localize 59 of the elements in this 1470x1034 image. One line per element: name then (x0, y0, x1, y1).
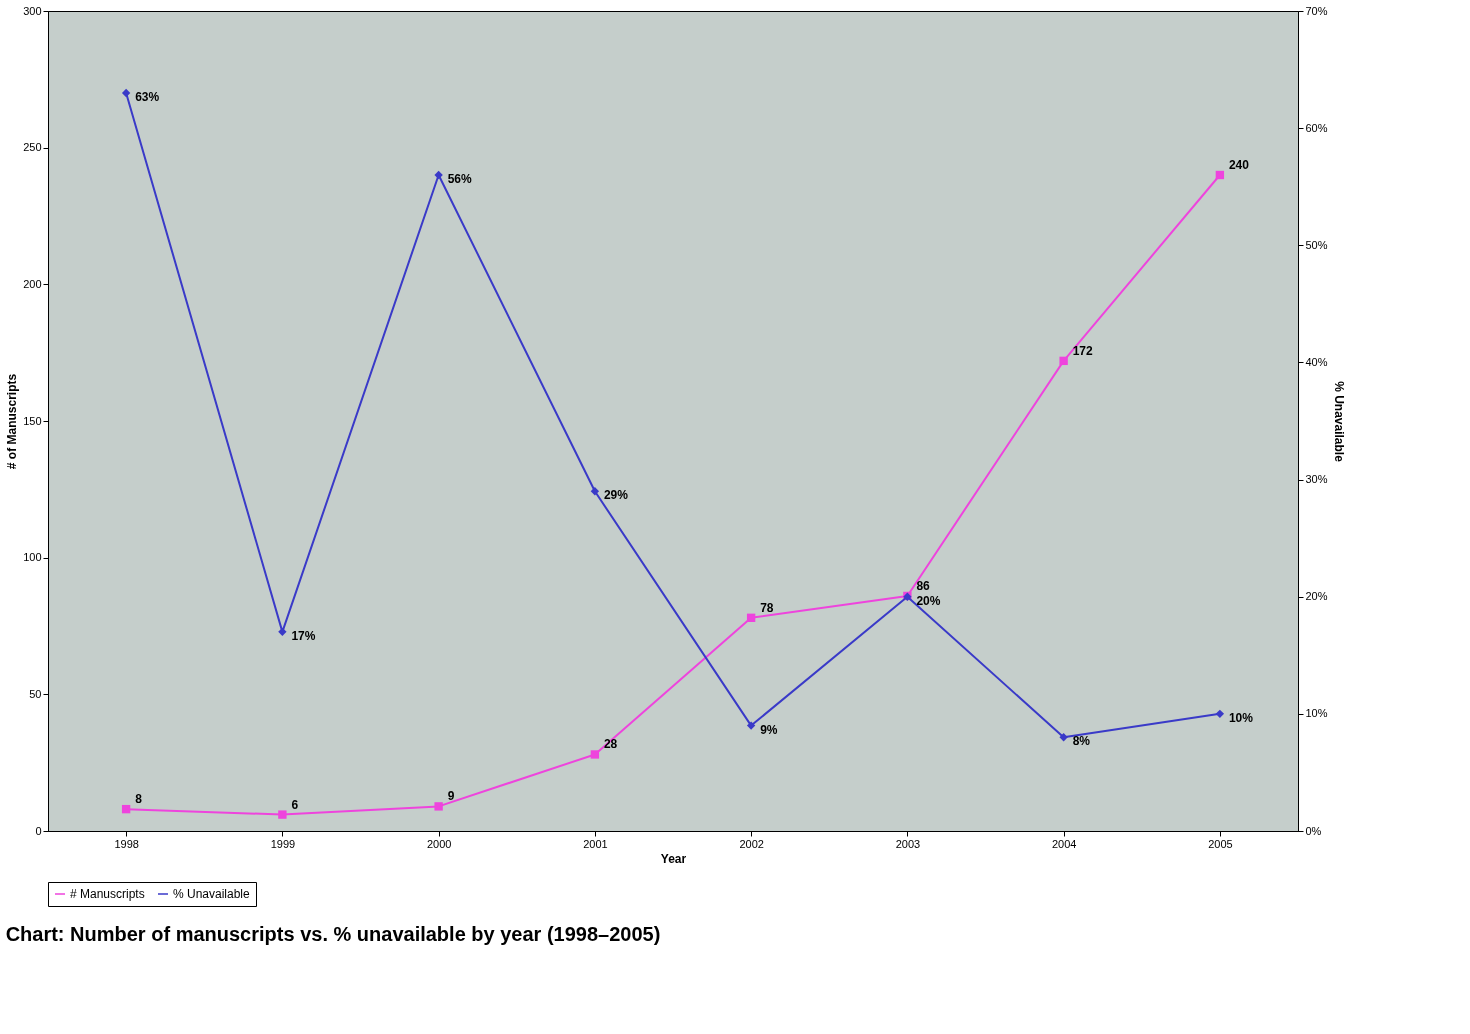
y-tick-label: 200 (23, 277, 42, 290)
y2-tick-label: 60% (1305, 121, 1328, 134)
data-label: 9 (447, 789, 455, 804)
point (1059, 356, 1068, 366)
data-label: 240 (1228, 158, 1250, 172)
data-label: 78 (760, 600, 774, 615)
data-label: 17% (291, 628, 316, 643)
point (746, 721, 756, 730)
point (434, 170, 443, 180)
y-tick-label: 300 (23, 4, 42, 17)
x-tick-label: 2000 (426, 837, 452, 850)
x-tick-label: 2005 (1208, 837, 1233, 850)
data-label: 172 (1072, 343, 1093, 358)
y-tick-label: 250 (23, 141, 42, 154)
data-label: 29% (603, 488, 629, 503)
point (121, 804, 131, 814)
point (590, 487, 600, 496)
y-tick-label: 50 (29, 687, 42, 700)
y2-tick-label: 20% (1305, 590, 1328, 603)
x-tick-label: 2001 (583, 837, 608, 850)
y2-axis-title: % Unavailable (1331, 381, 1346, 463)
y2-tick-label: 50% (1305, 238, 1328, 251)
point (278, 810, 287, 819)
data-label: 28 (603, 737, 618, 752)
point (121, 88, 131, 98)
legend-label: % Unavailable (173, 887, 251, 901)
data-label: 56% (447, 172, 472, 186)
x-tick-label: 1999 (270, 837, 296, 850)
y-tick-label: 150 (23, 414, 42, 427)
data-label: 8% (1072, 734, 1091, 749)
point (590, 750, 600, 759)
x-tick-label: 2003 (895, 837, 921, 850)
point (1215, 170, 1225, 180)
data-label: 10% (1228, 710, 1254, 725)
y2-tick-label: 30% (1305, 473, 1328, 486)
data-label: 6 (291, 797, 299, 812)
y-tick-label: 0 (35, 824, 42, 837)
y-axis-title: # of Manuscripts (5, 373, 20, 470)
y2-tick-label: 70% (1305, 4, 1328, 17)
x-axis-title: Year (660, 851, 687, 866)
y-tick-label: 100 (23, 551, 42, 564)
data-label: 63% (135, 90, 160, 104)
point (278, 627, 287, 637)
data-label: 20% (916, 593, 941, 608)
data-label: 9% (760, 722, 778, 737)
point (746, 613, 756, 622)
point (1215, 709, 1225, 719)
y2-tick-label: 10% (1305, 707, 1328, 720)
x-tick-label: 2002 (739, 837, 764, 850)
y2-tick-label: 0% (1305, 824, 1322, 837)
point (434, 802, 443, 811)
legend-label: # Manuscripts (70, 887, 145, 901)
point (1059, 733, 1068, 742)
x-tick-label: 1998 (114, 837, 139, 850)
data-label: 8 (135, 792, 143, 807)
x-tick-label: 2004 (1051, 837, 1077, 850)
y2-tick-label: 40% (1305, 355, 1328, 368)
data-label: 86 (916, 578, 931, 593)
text: Chart: Number of manuscripts vs. % unavailable by year (1998–2005) (5, 922, 661, 945)
